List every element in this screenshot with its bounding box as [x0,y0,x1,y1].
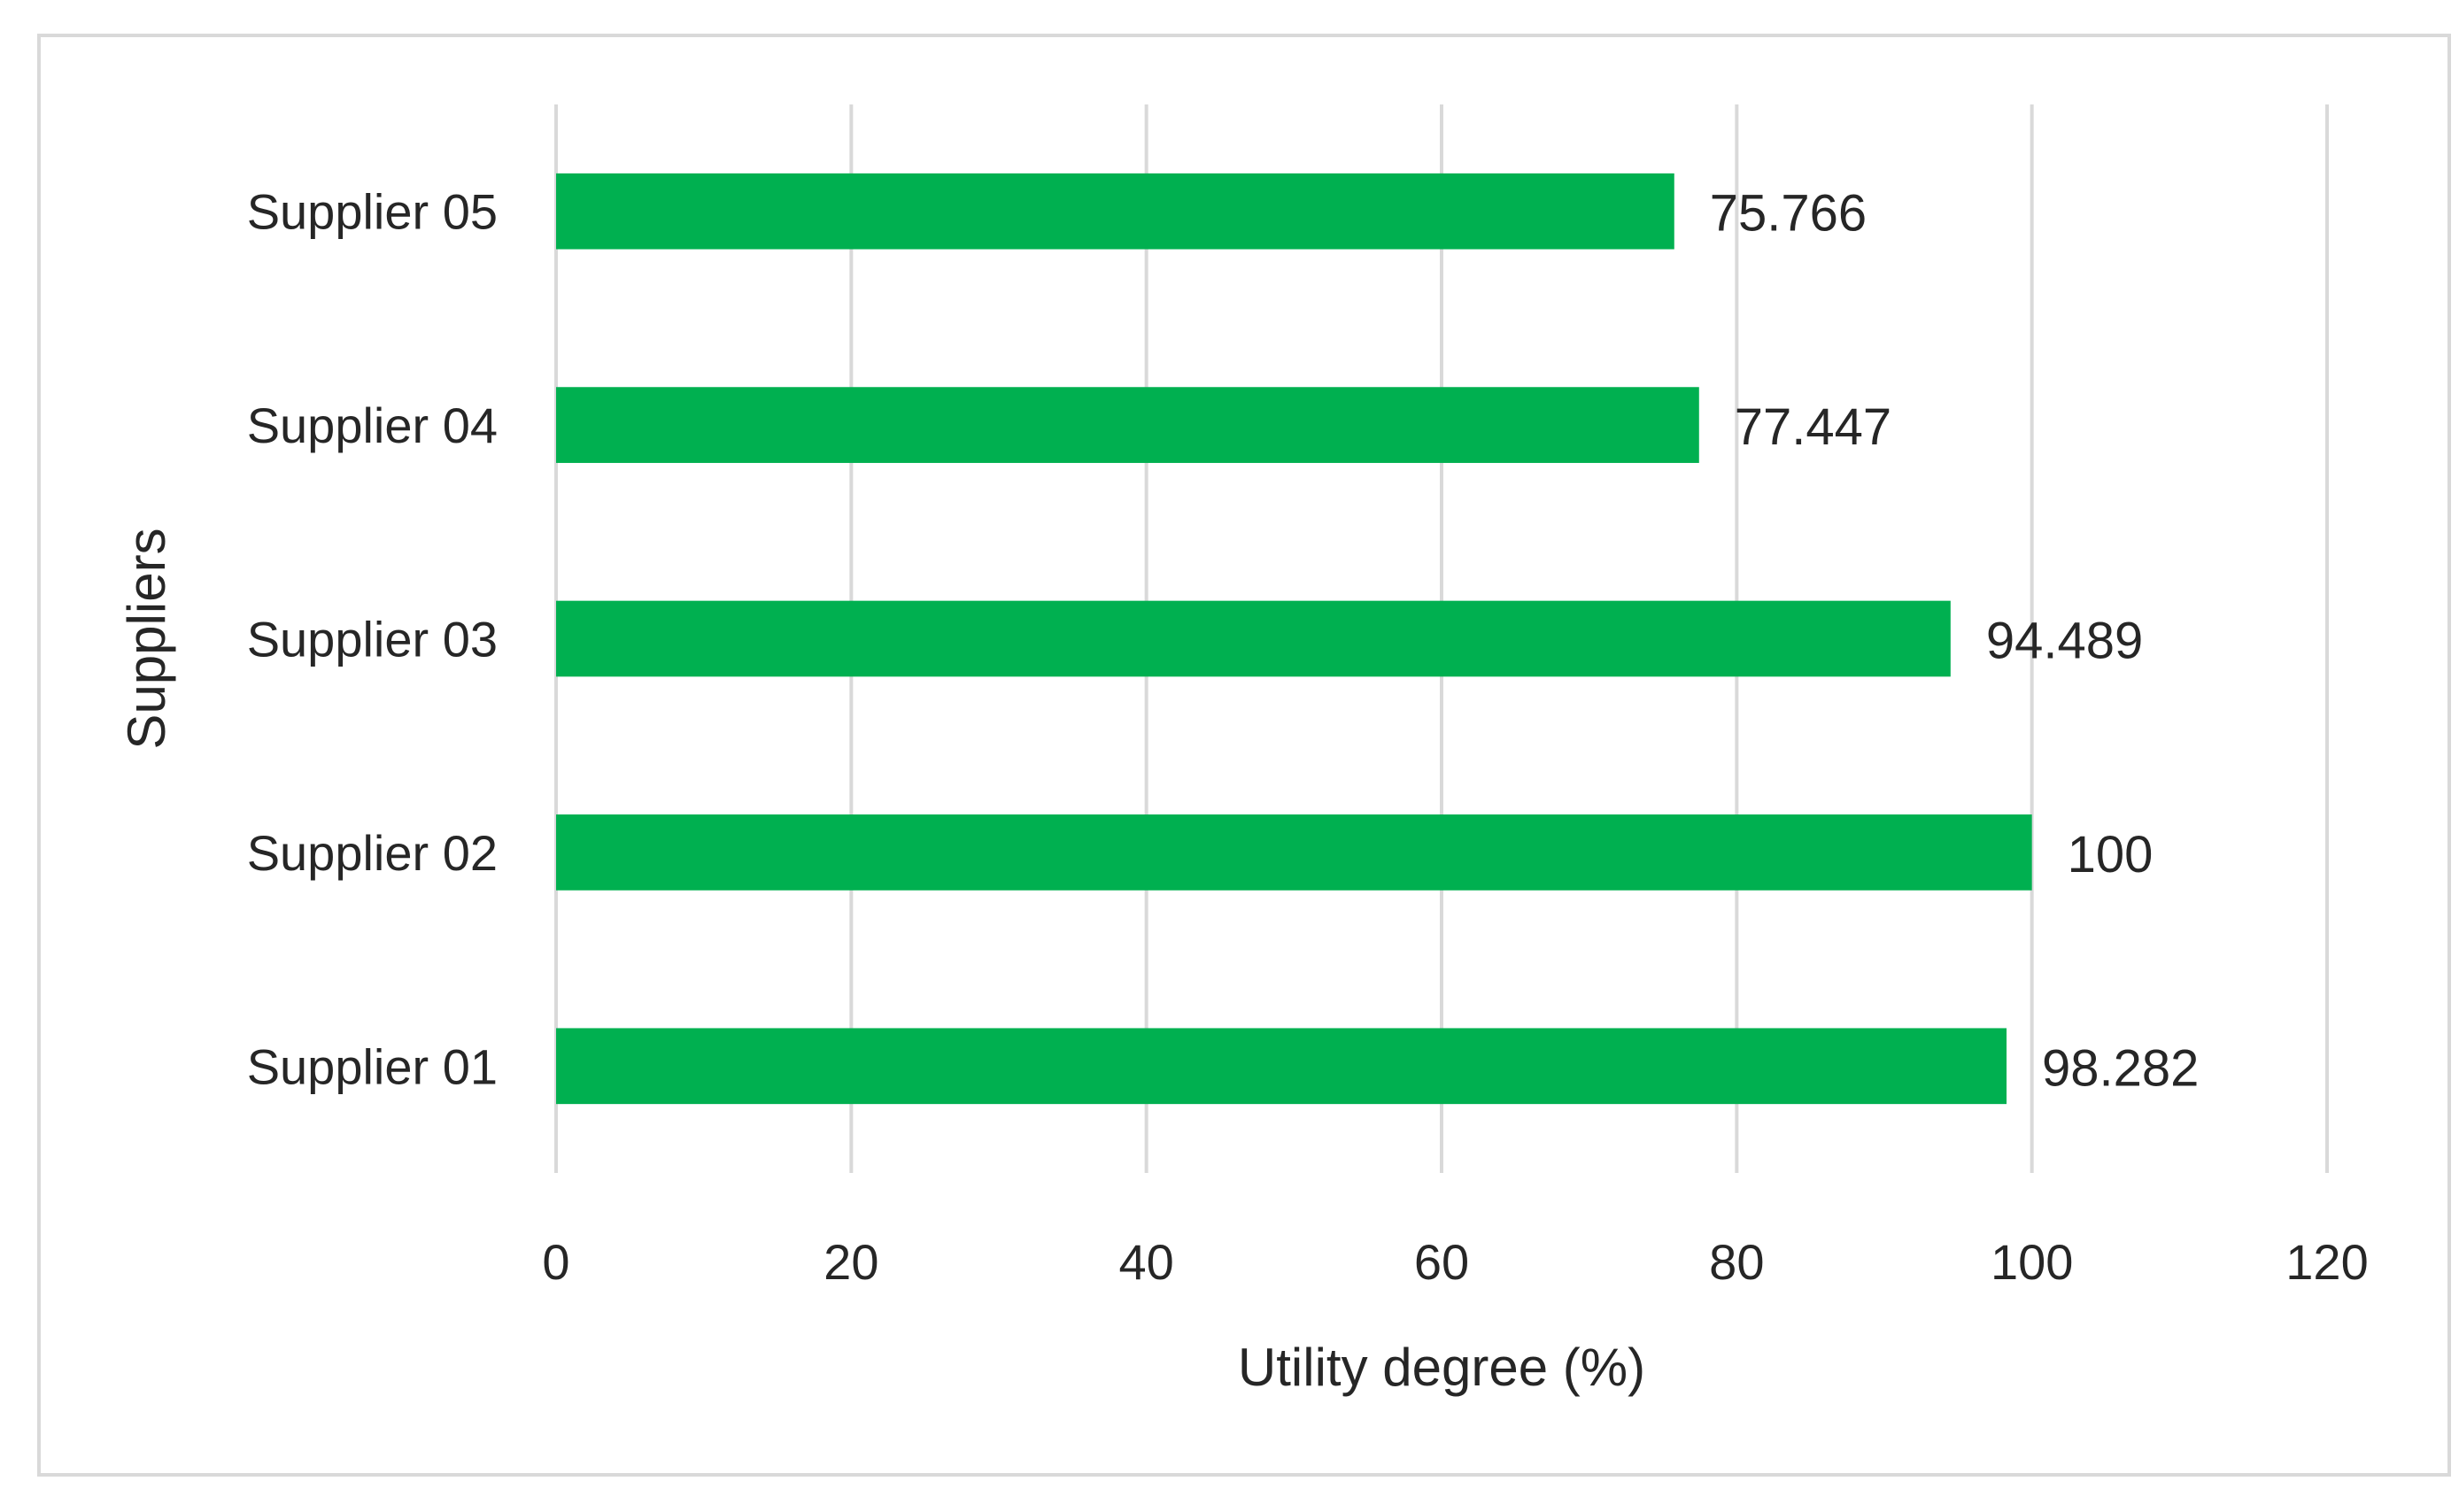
x-tick-label-80: 80 [1709,1234,1764,1290]
data-labels: 98.282 100 94.489 77.447 75.766 [1710,185,2200,1098]
y-axis-title: Suppliers [117,528,176,749]
category-label-1: Supplier 01 [247,1038,498,1094]
bar-3 [556,600,1951,677]
x-tick-labels: 0 20 40 60 80 100 120 [542,1234,2368,1290]
x-tick-label-40: 40 [1119,1234,1174,1290]
bar-1 [556,1028,2007,1105]
x-tick-label-100: 100 [1991,1234,2073,1290]
category-labels: Supplier 01 Supplier 02 Supplier 03 Supplie… [247,184,498,1095]
bars [556,173,2032,1105]
category-label-4: Supplier 04 [247,397,498,453]
data-label-1: 98.282 [2042,1039,2199,1097]
bar-2 [556,814,2032,891]
data-label-3: 94.489 [1986,613,2143,670]
category-label-5: Supplier 05 [247,184,498,240]
bar-5 [556,173,1674,250]
data-label-4: 77.447 [1735,398,1891,456]
chart-frame [37,34,2451,1477]
data-label-2: 100 [2068,826,2154,883]
x-tick-label-60: 60 [1414,1234,1469,1290]
x-tick-label-0: 0 [542,1234,569,1290]
category-label-2: Supplier 02 [247,825,498,881]
x-axis-title: Utility degree (%) [1238,1338,1645,1397]
category-label-3: Supplier 03 [247,612,498,667]
x-tick-label-20: 20 [824,1234,878,1290]
bar-4 [556,387,1699,463]
x-tick-label-120: 120 [2285,1234,2368,1290]
data-label-5: 75.766 [1710,185,1867,243]
